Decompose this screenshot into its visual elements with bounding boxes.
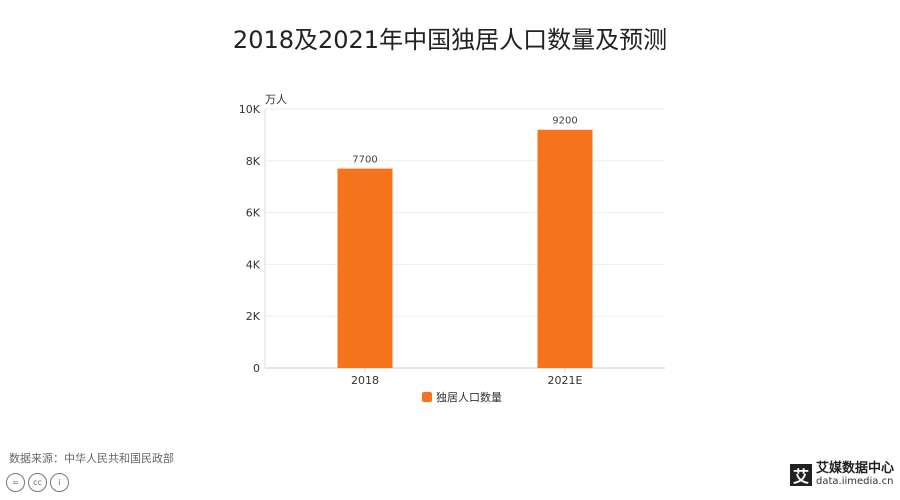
y-tick-label: 6K (246, 207, 261, 220)
y-tick-label: 2K (246, 310, 261, 323)
cc-icon: cc (28, 473, 47, 492)
y-axis-label: 万人 (265, 93, 287, 106)
bar-2021E (537, 129, 593, 368)
person-icon: i (50, 473, 69, 492)
bar-2018 (337, 168, 393, 368)
y-tick-label: 4K (246, 258, 261, 271)
chart-title: 2018及2021年中国独居人口数量及预测 (232, 26, 668, 54)
y-tick-label: 8K (246, 155, 261, 168)
y-tick-label: 0 (253, 362, 260, 375)
legend-swatch (422, 392, 432, 402)
data-source: 数据来源：中华人民共和国民政部 (9, 452, 174, 465)
license-icons: = cc i (6, 473, 69, 492)
logo-mark: 艾 (789, 463, 812, 486)
logo-url: data.iimedia.cn (815, 476, 894, 487)
equals-icon: = (6, 473, 25, 492)
data-label: 9200 (552, 116, 577, 127)
legend-label: 独居人口数量 (436, 391, 502, 404)
y-tick-label: 10K (239, 103, 261, 116)
iimedia-logo: 艾 艾媒数据中心 data.iimedia.cn (789, 461, 894, 487)
logo-name: 艾媒数据中心 (815, 461, 894, 476)
x-tick-label: 2018 (351, 374, 379, 387)
data-label: 7700 (352, 155, 377, 166)
bar-chart: 0 2K 4K 6K 8K 10K 万人 7700 2018 9200 2021E 独居人口数量 (239, 93, 665, 404)
x-tick-label: 2021E (548, 374, 583, 387)
